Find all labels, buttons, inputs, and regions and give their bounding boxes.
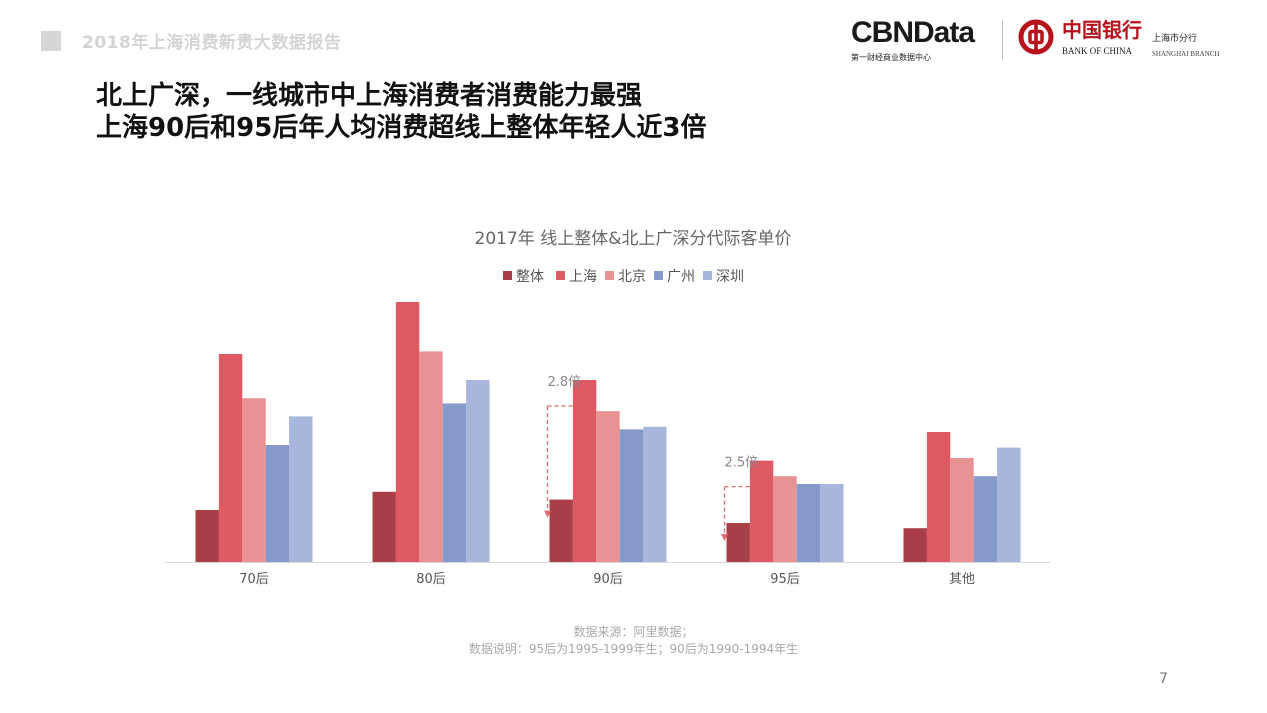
bar-e58c97e4baac-90e5908e — [596, 411, 620, 562]
cbndata-logo: CBNData 第一财经商业数据中心 — [851, 18, 986, 63]
bar-e4b88ae6b5b7-95e5908e — [749, 460, 774, 562]
bar-e5b9bfe5b79e-90e5908e — [619, 429, 644, 562]
bar-e6b7b1e59cb3-80e5908e — [466, 380, 490, 562]
legend-swatch-e695b4e4bd93 — [503, 271, 512, 280]
bar-e5b9bfe5b79e-e585b6e4bb96 — [973, 476, 998, 562]
bar-e695b4e4bd93-95e5908e — [726, 523, 750, 562]
bank-of-china-name-cn: 中国银行 — [1062, 18, 1142, 42]
legend-swatch-e58c97e4baac — [605, 271, 614, 280]
legend-label-e4b88ae6b5b7: 上海 — [569, 269, 597, 285]
bar-e5b9bfe5b79e-70e5908e — [265, 445, 290, 562]
legend-label-e6b7b1e59cb3: 深圳 — [716, 269, 744, 285]
legend-label-e5b9bfe5b79e: 广州 — [667, 269, 695, 285]
headline-line-1: 北上广深，一线城市中上海消费者消费能力最强 — [96, 81, 643, 111]
x-tick-label-e585b6e4bb96: 其他 — [949, 572, 975, 587]
bar-e695b4e4bd93-70e5908e — [195, 510, 219, 562]
branch-name-en: SHANGHAI BRANCH — [1152, 50, 1220, 58]
x-tick-label-90e5908e: 90后 — [593, 572, 623, 587]
headline-line-2: 上海90后和95后年人均消费超线上整体年轻人近3倍 — [96, 113, 707, 143]
bar-e58c97e4baac-70e5908e — [242, 398, 266, 562]
bar-e5b9bfe5b79e-95e5908e — [796, 484, 821, 562]
branch-name-cn: 上海市分行 — [1152, 34, 1198, 44]
legend-swatch-e4b88ae6b5b7 — [556, 271, 565, 280]
bar-e58c97e4baac-95e5908e — [773, 476, 797, 562]
x-tick-label-70e5908e: 70后 — [239, 572, 269, 587]
report-tag: 2018年上海消费新贵大数据报告 — [41, 28, 341, 53]
bar-e4b88ae6b5b7-70e5908e — [218, 354, 243, 562]
bar-e695b4e4bd93-80e5908e — [372, 491, 396, 562]
annotation-arrow-icon-95e5908e — [721, 534, 728, 541]
legend-label-e695b4e4bd93: 整体 — [516, 269, 544, 285]
bar-e695b4e4bd93-e585b6e4bb96 — [903, 528, 927, 562]
annotation-label-95e5908e: 2.5倍 — [725, 456, 759, 471]
bar-e6b7b1e59cb3-90e5908e — [643, 426, 667, 562]
bar-e6b7b1e59cb3-95e5908e — [820, 484, 844, 562]
cbndata-logo-name: CBNData — [851, 16, 975, 49]
legend-swatch-e6b7b1e59cb3 — [703, 271, 712, 280]
x-tick-label-80e5908e: 80后 — [416, 572, 446, 587]
bank-of-china-name-en: BANK OF CHINA — [1062, 46, 1133, 56]
data-source-note: 数据来源：阿里数据； — [573, 625, 694, 639]
chart-legend: 整体 上海 北京 广州 深圳 — [503, 269, 744, 285]
legend-label-e58c97e4baac: 北京 — [618, 269, 646, 285]
bar-e4b88ae6b5b7-90e5908e — [572, 380, 597, 562]
bar-e58c97e4baac-80e5908e — [419, 351, 443, 562]
bar-e6b7b1e59cb3-e585b6e4bb96 — [997, 447, 1021, 562]
legend-swatch-e5b9bfe5b79e — [654, 271, 663, 280]
report-square-icon — [41, 30, 61, 51]
bank-of-china-emblem-icon — [1018, 19, 1054, 55]
cbndata-logo-subtitle: 第一财经商业数据中心 — [851, 53, 931, 62]
bar-e5b9bfe5b79e-80e5908e — [442, 403, 467, 562]
page-headline: 北上广深，一线城市中上海消费者消费能力最强 上海90后和95后年人均消费超线上整… — [96, 80, 706, 144]
chart-title: 2017年 线上整体&北上广深分代际客单价 — [475, 229, 792, 249]
bar-e4b88ae6b5b7-e585b6e4bb96 — [926, 432, 951, 562]
report-title: 2018年上海消费新贵大数据报告 — [82, 33, 342, 53]
annotation-arrow-icon-90e5908e — [544, 510, 551, 518]
bar-e6b7b1e59cb3-70e5908e — [289, 416, 313, 562]
bank-of-china-logo: 中国银行 BANK OF CHINA 上海市分行 SHANGHAI BRANCH — [1018, 19, 1219, 58]
bar-e58c97e4baac-e585b6e4bb96 — [950, 458, 974, 562]
bar-e695b4e4bd93-90e5908e — [549, 499, 573, 562]
logo-divider — [1002, 20, 1003, 60]
x-tick-label-95e5908e: 95后 — [770, 572, 800, 587]
data-description-note: 数据说明：95后为1995-1999年生；90后为1990-1994年生 — [468, 642, 799, 656]
chart-bars — [195, 302, 1021, 562]
annotation-label-90e5908e: 2.8倍 — [548, 375, 582, 390]
page-number: 7 — [1159, 671, 1168, 687]
chart-annotations: 2.8倍 2.5倍 — [544, 375, 758, 541]
x-axis-tick-labels: 70后 80后 90后 95后 其他 — [239, 572, 975, 587]
bar-e4b88ae6b5b7-80e5908e — [395, 302, 420, 562]
